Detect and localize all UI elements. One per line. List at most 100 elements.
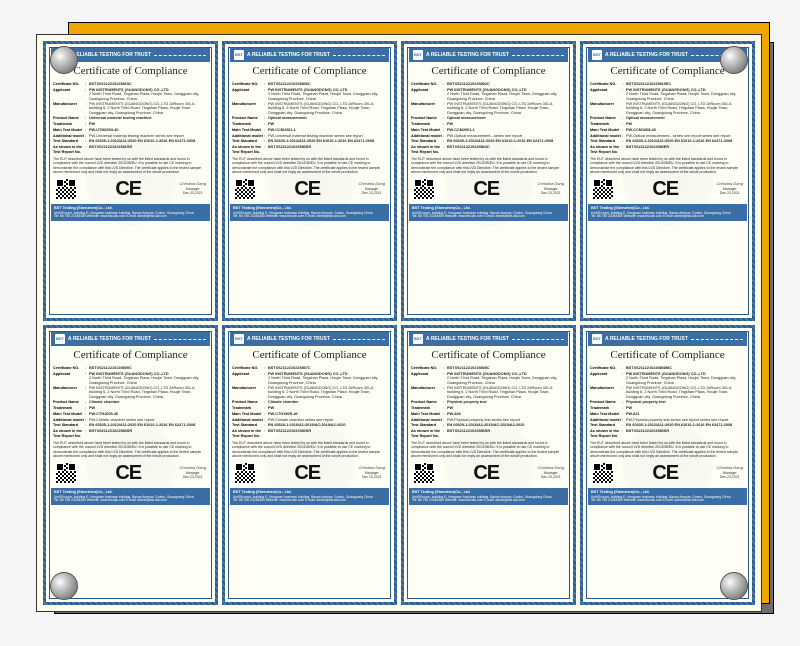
field-row: Applicant : PW INSTRUMENTS (GUANGDONG) C…: [590, 372, 745, 385]
field-label: Product Name: [232, 116, 264, 121]
field-row: Trademark : PW: [232, 122, 387, 127]
field-value: EN 60335-1:2012/A11:2020 EN 61010-1:2016…: [447, 139, 566, 144]
field-row: As shown in the Test Report No. : BSTXS2…: [232, 429, 387, 438]
brand-logo: BST: [413, 334, 423, 344]
field-label: Certificate NO.: [53, 366, 85, 371]
header-text: A RELIABLE TESTING FOR TRUST: [605, 52, 688, 58]
field-label: Applicant: [411, 372, 443, 385]
field-label: Test Standard: [590, 139, 622, 144]
cert-title: Certificate of Compliance: [230, 349, 389, 362]
field-row: Test Standard : EN 60528-1:2016/A1:2019/…: [232, 423, 387, 428]
field-label: Test Standard: [411, 423, 443, 428]
field-row: Certificate NO. : BSTXS2112210225808MC: [590, 366, 745, 371]
field-value: Optical measurement: [268, 116, 387, 121]
footer-company: BST Testing (Shenzhen)Co., Ltd.: [591, 206, 744, 211]
field-row: Trademark : PW: [53, 406, 208, 411]
cert-header: BST A RELIABLE TESTING FOR TRUST: [230, 48, 389, 62]
cert-footer: BST Testing (Shenzhen)Co., Ltd. Unit09 r…: [51, 204, 210, 221]
qr-code: [413, 178, 435, 200]
certificate: BST A RELIABLE TESTING FOR TRUST Certifi…: [580, 41, 755, 321]
field-row: Main Test Model : PW-CTH1005-40: [53, 412, 208, 417]
field-label: Applicant: [232, 372, 264, 385]
certificate: BST A RELIABLE TESTING FOR TRUST Certifi…: [222, 325, 397, 605]
cert-footer: BST Testing (Shenzhen)Co., Ltd. Unit09 r…: [588, 204, 747, 221]
field-value: PW INSTRUMENTS (GUANGDONG) CO.,LTD 2#Roo…: [268, 386, 387, 399]
field-row: Certificate NO. : BSTXS2112210225806C: [232, 82, 387, 87]
field-value: PW-CCM2001-1: [447, 128, 566, 133]
field-row: Applicant : PW INSTRUMENTS (GUANGDONG) C…: [53, 372, 208, 385]
field-value: BSTXS211221022580SR: [89, 429, 208, 438]
cert-bottom-row: CE Christina Dang Manager Dec.23,2021: [55, 461, 206, 485]
field-value: Optical measurement: [626, 116, 745, 121]
footer-contact: Tel: 86 755 23248484 Website: www.bst-la…: [233, 215, 386, 219]
ce-mark: CE: [115, 177, 141, 201]
footer-contact: Tel: 86 755 23248484 Website: www.bst-la…: [412, 499, 565, 503]
field-row: Trademark : PW: [590, 406, 745, 411]
field-label: Certificate NO.: [53, 82, 85, 87]
field-label: As shown in the Test Report No.: [232, 145, 264, 154]
field-label: Manufacturer: [53, 386, 85, 399]
header-text: A RELIABLE TESTING FOR TRUST: [68, 336, 151, 342]
footer-company: BST Testing (Shenzhen)Co., Ltd.: [233, 490, 386, 495]
header-text: A RELIABLE TESTING FOR TRUST: [247, 52, 330, 58]
cert-title: Certificate of Compliance: [409, 349, 568, 362]
field-row: Main Test Model : PW-468: [411, 412, 566, 417]
qr-code: [55, 178, 77, 200]
field-row: Applicant : PW INSTRUMENTS (GUANGDONG) C…: [411, 88, 566, 101]
signature-date: Dec.23,2021: [538, 475, 564, 479]
signature-date: Dec.23,2021: [717, 191, 743, 195]
footer-contact: Tel: 86 755 23248484 Website: www.bst-la…: [591, 499, 744, 503]
field-label: Manufacturer: [232, 102, 264, 115]
cert-fields: Certificate NO. : BSTXS2112210225805C Ap…: [53, 366, 208, 438]
brand-logo: BST: [592, 334, 602, 344]
footer-company: BST Testing (Shenzhen)Co., Ltd.: [412, 490, 565, 495]
field-row: Product Name : Climate chamber: [53, 400, 208, 405]
field-value: PW-CCM1008-40: [626, 128, 745, 133]
field-row: Certificate NO. : BSTXS2112210225815C: [53, 82, 208, 87]
field-label: Main Test Model: [411, 412, 443, 417]
ce-mark: CE: [652, 177, 678, 201]
cert-bottom-row: CE Christina Dang Manager Dec.23,2021: [234, 461, 385, 485]
field-row: As shown in the Test Report No. : BSTXS2…: [53, 145, 208, 154]
field-label: Product Name: [590, 116, 622, 121]
field-value: PW-Climate chamber series see report: [268, 418, 387, 423]
brand-logo: BST: [413, 50, 423, 60]
field-value: PW INSTRUMENTS (GUANGDONG) CO.,LTD 2#Roo…: [89, 102, 208, 115]
field-label: As shown in the Test Report No.: [411, 145, 443, 154]
certificate: BST A RELIABLE TESTING FOR TRUST Certifi…: [43, 325, 218, 605]
field-row: As shown in the Test Report No. : BSTXS2…: [590, 145, 745, 154]
field-value: PW-CTH150R-40: [268, 412, 387, 417]
field-value: PW-Universal material testing machine se…: [268, 134, 387, 139]
field-label: Additional model: [232, 134, 264, 139]
field-value: PW-CCM1001-1: [268, 128, 387, 133]
field-row: Test Standard : EN 60335-1:2012/A11:2020…: [232, 139, 387, 144]
field-label: Additional model: [53, 134, 85, 139]
field-row: Additional model : PW-Universal material…: [53, 134, 208, 139]
field-value: BSTXS2112210225805C: [89, 366, 208, 371]
field-row: Manufacturer : PW INSTRUMENTS (GUANGDONG…: [53, 102, 208, 115]
field-label: As shown in the Test Report No.: [53, 145, 85, 154]
field-value: PW INSTRUMENTS (GUANGDONG) CO.,LTD2 Nort…: [268, 372, 387, 385]
field-value: BSTXS211221022580ER: [626, 145, 745, 154]
field-value: PW INSTRUMENTS (GUANGDONG) CO.,LTD2 Nort…: [268, 88, 387, 101]
cert-footer: BST Testing (Shenzhen)Co., Ltd. Unit09 r…: [588, 488, 747, 505]
signature-date: Dec.23,2021: [180, 475, 206, 479]
brand-logo: BST: [234, 334, 244, 344]
cert-bottom-row: CE Christina Dang Manager Dec.23,2021: [234, 177, 385, 201]
certificate: BST A RELIABLE TESTING FOR TRUST Certifi…: [222, 41, 397, 321]
cert-fields: Certificate NO. : BSTXS2112210225807C Ap…: [232, 366, 387, 438]
field-value: EN 60335-1:2012/A11:2020 EN 61010-1:2016…: [268, 139, 387, 144]
compliance-statement: The EUT described above have been tested…: [411, 157, 566, 174]
field-value: BSTXS2112210225810EC: [626, 82, 745, 87]
field-row: Additional model : PW-Optical measuremen…: [590, 134, 745, 139]
field-value: BSTXS211221022580SR: [447, 429, 566, 438]
field-label: Trademark: [232, 406, 264, 411]
certificate: BST A RELIABLE TESTING FOR TRUST Certifi…: [401, 41, 576, 321]
field-label: Additional model: [590, 418, 622, 423]
field-row: Manufacturer : PW INSTRUMENTS (GUANGDONG…: [411, 102, 566, 115]
field-value: PW INSTRUMENTS (GUANGDONG) CO.,LTD2 Nort…: [626, 88, 745, 101]
field-value: BSTXS211221022580SR: [268, 145, 387, 154]
field-label: Certificate NO.: [411, 82, 443, 87]
qr-code: [592, 462, 614, 484]
mount-hole: [720, 46, 748, 74]
